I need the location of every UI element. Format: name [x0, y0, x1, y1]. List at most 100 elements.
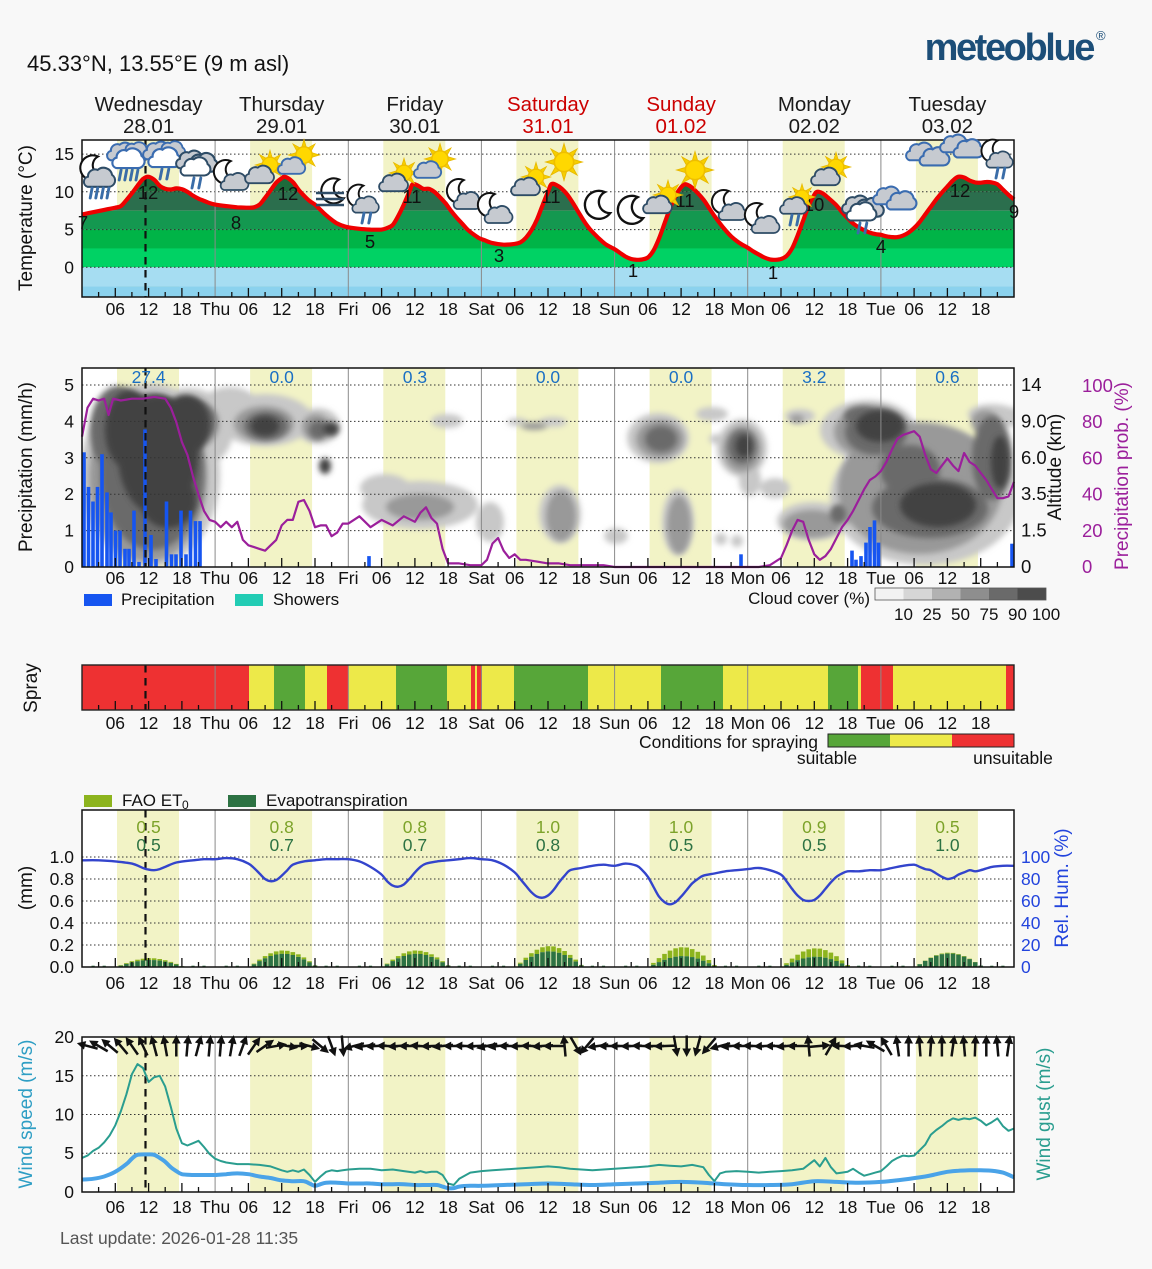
svg-text:18: 18 — [971, 1197, 990, 1217]
svg-text:20: 20 — [55, 1027, 75, 1047]
svg-text:8: 8 — [231, 212, 241, 233]
svg-text:12: 12 — [405, 568, 424, 588]
svg-text:12: 12 — [671, 568, 690, 588]
svg-text:1.0: 1.0 — [536, 817, 561, 837]
svg-text:0.0: 0.0 — [50, 957, 75, 977]
svg-text:Friday: Friday — [386, 93, 444, 116]
svg-text:15: 15 — [55, 144, 74, 164]
svg-text:Tue: Tue — [866, 713, 896, 733]
svg-text:5: 5 — [365, 231, 375, 252]
svg-text:11: 11 — [675, 190, 694, 211]
svg-text:Thursday: Thursday — [239, 93, 325, 116]
svg-text:12: 12 — [272, 713, 291, 733]
svg-text:18: 18 — [572, 1197, 591, 1217]
svg-text:Thu: Thu — [200, 1197, 230, 1217]
svg-text:18: 18 — [572, 713, 591, 733]
svg-text:1.5: 1.5 — [1021, 520, 1047, 541]
svg-text:3: 3 — [64, 448, 74, 468]
svg-text:06: 06 — [505, 568, 524, 588]
svg-text:0.7: 0.7 — [270, 835, 294, 855]
svg-text:Conditions for spraying: Conditions for spraying — [639, 732, 818, 752]
svg-text:100: 100 — [1082, 375, 1113, 396]
svg-text:18: 18 — [172, 973, 191, 993]
svg-text:Sunday: Sunday — [646, 93, 716, 116]
svg-text:Last update: 2026-01-28 11:35: Last update: 2026-01-28 11:35 — [60, 1228, 298, 1248]
svg-text:11: 11 — [402, 186, 421, 207]
svg-text:Sat: Sat — [468, 713, 494, 733]
svg-text:unsuitable: unsuitable — [973, 748, 1053, 768]
svg-text:0.5: 0.5 — [669, 835, 693, 855]
svg-text:06: 06 — [106, 568, 125, 588]
svg-text:20: 20 — [1021, 935, 1041, 955]
svg-text:Fri: Fri — [338, 713, 358, 733]
svg-text:06: 06 — [638, 973, 657, 993]
svg-text:18: 18 — [971, 568, 990, 588]
svg-text:Showers: Showers — [273, 590, 339, 609]
svg-text:18: 18 — [305, 973, 324, 993]
svg-text:Mon: Mon — [731, 299, 765, 319]
svg-text:Sat: Sat — [468, 1197, 494, 1217]
svg-text:80: 80 — [1082, 411, 1103, 432]
svg-text:10: 10 — [55, 182, 75, 202]
svg-text:7: 7 — [78, 212, 88, 233]
svg-text:18: 18 — [572, 973, 591, 993]
svg-text:12: 12 — [405, 299, 424, 319]
svg-text:Tuesday: Tuesday — [908, 93, 987, 116]
svg-text:90: 90 — [1008, 605, 1027, 624]
svg-text:9.0: 9.0 — [1021, 410, 1047, 431]
svg-text:Mon: Mon — [731, 568, 765, 588]
svg-text:06: 06 — [904, 1197, 923, 1217]
svg-text:12: 12 — [278, 183, 299, 204]
svg-text:06: 06 — [239, 973, 258, 993]
svg-text:Cloud cover (%): Cloud cover (%) — [748, 589, 870, 608]
svg-text:1: 1 — [768, 262, 778, 283]
svg-text:5: 5 — [64, 375, 74, 395]
svg-text:0.8: 0.8 — [403, 817, 427, 837]
svg-text:Thu: Thu — [200, 568, 230, 588]
svg-text:3: 3 — [494, 245, 504, 266]
svg-text:06: 06 — [771, 713, 790, 733]
svg-text:Sun: Sun — [599, 1197, 630, 1217]
svg-text:1.0: 1.0 — [50, 847, 75, 867]
svg-text:15: 15 — [55, 1066, 74, 1086]
svg-text:Fri: Fri — [338, 568, 358, 588]
svg-text:12: 12 — [538, 713, 557, 733]
svg-text:18: 18 — [172, 299, 191, 319]
svg-text:12: 12 — [938, 713, 957, 733]
svg-text:06: 06 — [904, 973, 923, 993]
svg-text:Sat: Sat — [468, 299, 494, 319]
svg-text:0: 0 — [64, 1182, 74, 1202]
svg-text:12: 12 — [139, 568, 158, 588]
svg-text:18: 18 — [705, 1197, 724, 1217]
svg-text:10: 10 — [55, 1105, 75, 1125]
svg-text:1.0: 1.0 — [935, 835, 960, 855]
svg-text:12: 12 — [138, 182, 159, 203]
svg-text:Tue: Tue — [866, 568, 896, 588]
svg-text:0.5: 0.5 — [136, 835, 160, 855]
svg-text:Temperature (°C): Temperature (°C) — [16, 145, 37, 291]
svg-text:Tue: Tue — [866, 1197, 896, 1217]
svg-text:18: 18 — [838, 713, 857, 733]
svg-text:12: 12 — [272, 299, 291, 319]
svg-text:12: 12 — [139, 713, 158, 733]
svg-text:06: 06 — [372, 973, 391, 993]
svg-text:18: 18 — [838, 973, 857, 993]
svg-text:5: 5 — [64, 1143, 74, 1163]
svg-text:6.0: 6.0 — [1021, 447, 1047, 468]
svg-text:10: 10 — [894, 605, 913, 624]
svg-text:3.2: 3.2 — [802, 367, 826, 387]
svg-text:suitable: suitable — [797, 748, 857, 768]
svg-text:12: 12 — [805, 299, 824, 319]
svg-text:06: 06 — [239, 299, 258, 319]
svg-text:1.0: 1.0 — [669, 817, 694, 837]
svg-text:Sun: Sun — [599, 713, 630, 733]
svg-text:12: 12 — [671, 1197, 690, 1217]
svg-text:0.0: 0.0 — [270, 367, 295, 387]
svg-text:06: 06 — [239, 1197, 258, 1217]
svg-text:06: 06 — [372, 1197, 391, 1217]
svg-text:18: 18 — [438, 1197, 457, 1217]
svg-text:02.02: 02.02 — [789, 115, 840, 138]
svg-text:12: 12 — [272, 568, 291, 588]
svg-text:0: 0 — [182, 798, 189, 812]
svg-text:(mm): (mm) — [16, 866, 37, 910]
